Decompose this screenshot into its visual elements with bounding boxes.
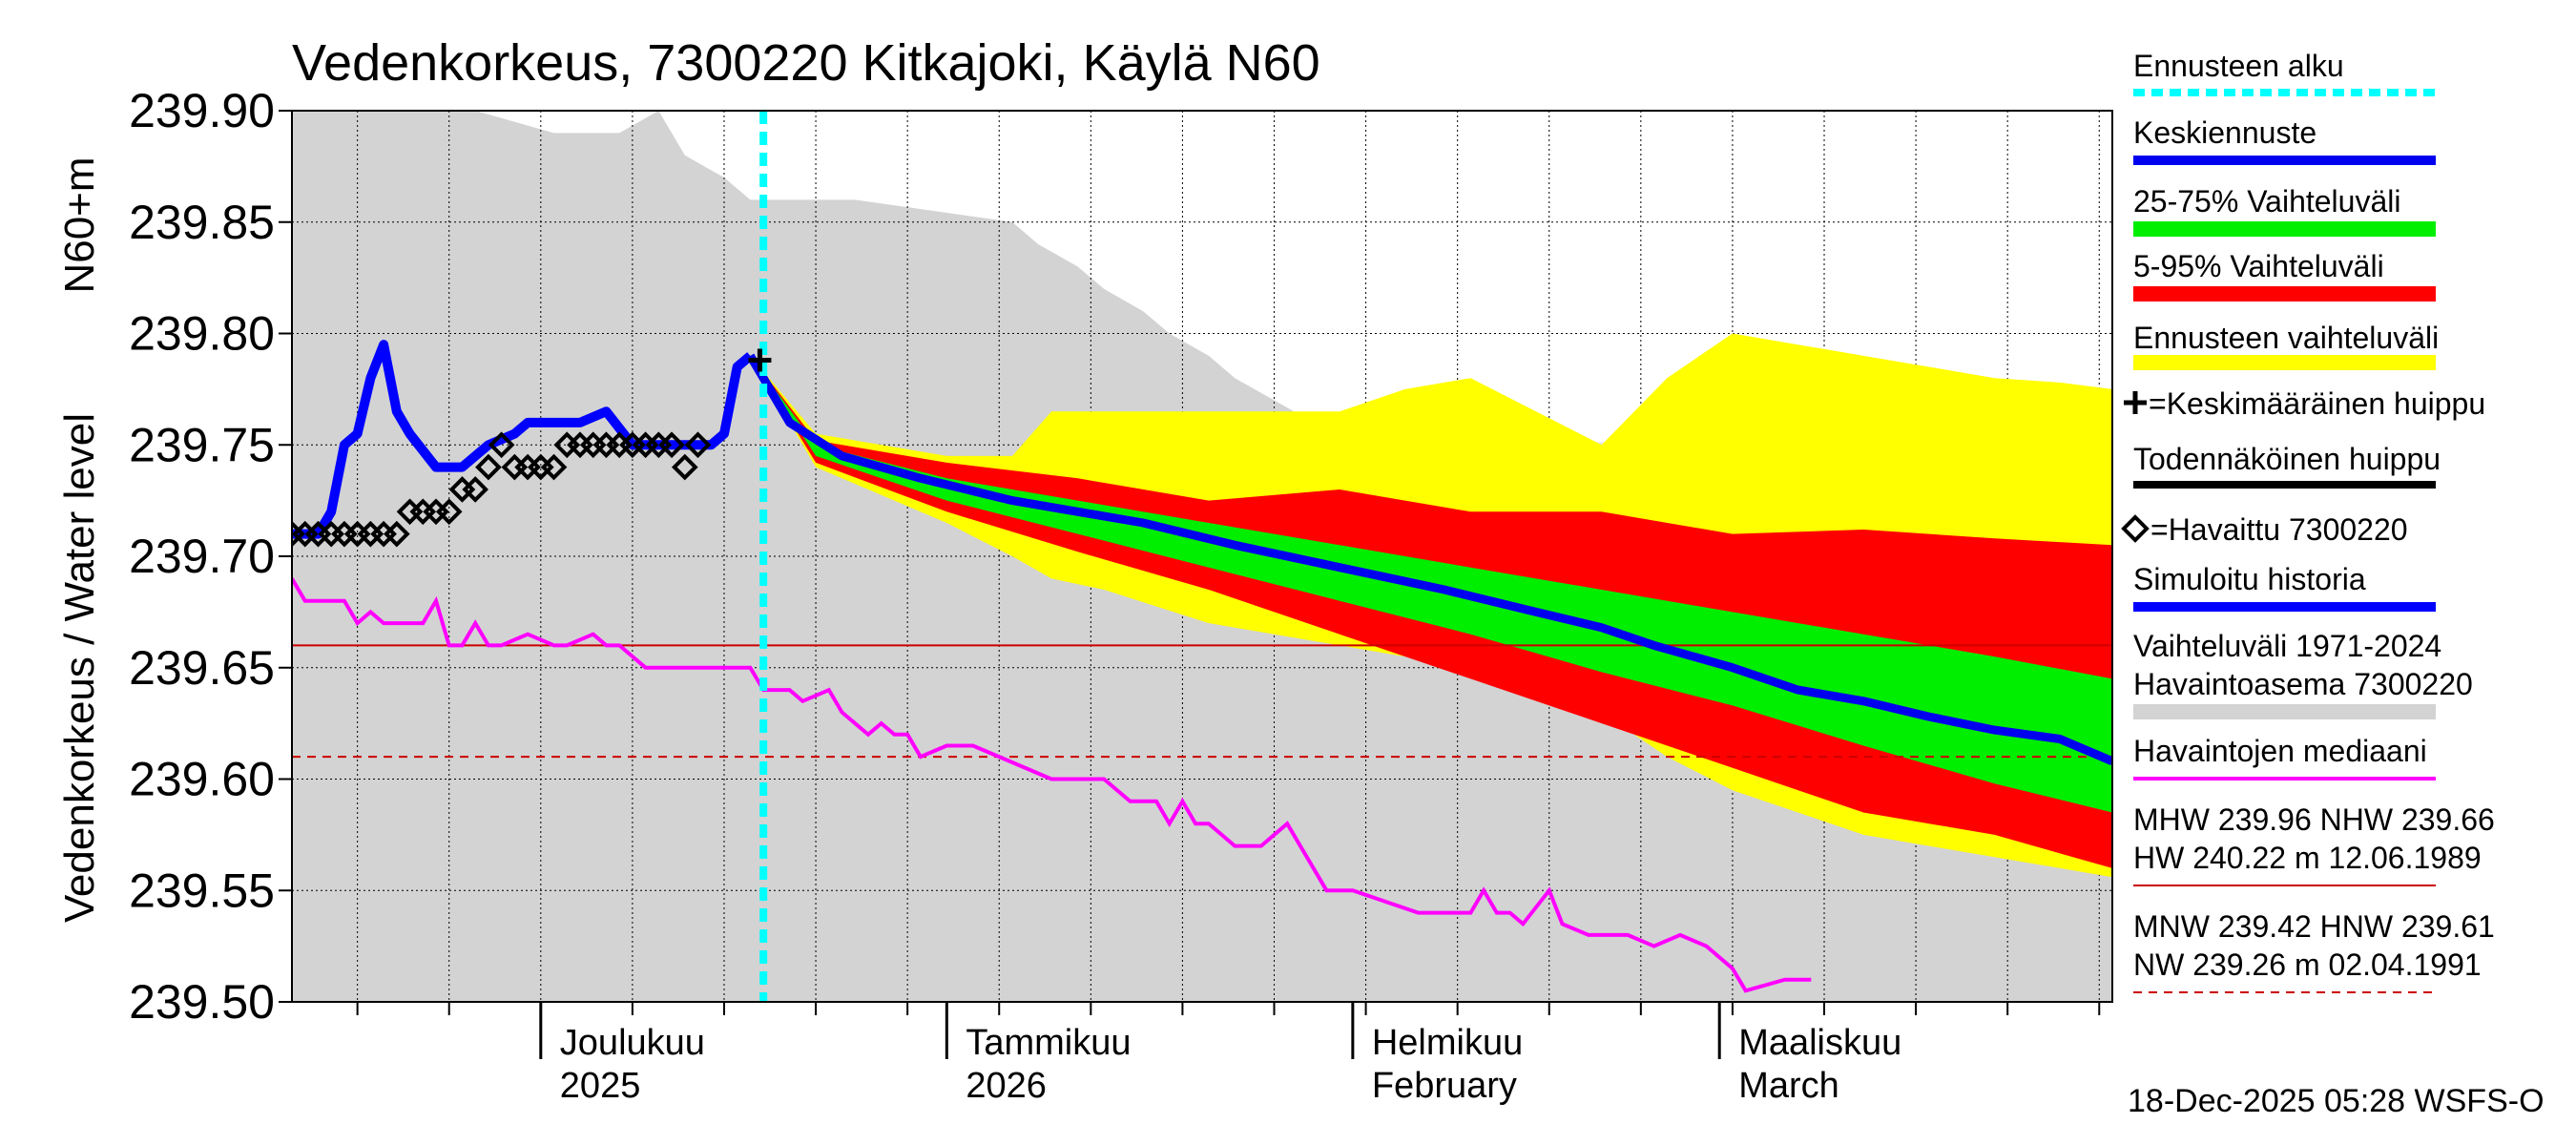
x-month-label: Tammikuu bbox=[966, 1023, 1131, 1063]
legend-band-25-75-label: 25-75% Vaihteluväli bbox=[2133, 184, 2400, 219]
axes: 239.90 239.85 239.80 239.75 239.70 239.65 239.… bbox=[129, 84, 2113, 1106]
y-tick-label: 239.50 bbox=[129, 975, 275, 1029]
plot-area bbox=[292, 111, 2112, 1002]
y-tick-label: 239.80 bbox=[129, 307, 275, 361]
y-tick-label: 239.90 bbox=[129, 84, 275, 137]
x-month-label: Helmikuu bbox=[1372, 1023, 1523, 1063]
observed-point bbox=[462, 476, 489, 503]
x-year-label: February bbox=[1372, 1066, 1517, 1106]
legend-simulated-label: Simuloitu historia bbox=[2133, 562, 2366, 596]
legend-observed-label: =Havaittu 7300220 bbox=[2150, 512, 2408, 547]
legend-stats-2a: MNW 239.42 HNW 239.61 bbox=[2133, 909, 2495, 944]
legend-range-label-2: Havaintoasema 7300220 bbox=[2133, 667, 2473, 701]
observed-point bbox=[540, 453, 568, 481]
y-tick-label: 239.60 bbox=[129, 753, 275, 806]
legend-mean-peak-label: =Keskimääräinen huippu bbox=[2149, 386, 2485, 421]
y-axis-label: Vedenkorkeus / Water level bbox=[56, 413, 103, 923]
x-year-label: March bbox=[1738, 1066, 1839, 1106]
y-tick-label: 239.70 bbox=[129, 530, 275, 583]
legend-mean-peak-icon bbox=[2124, 391, 2147, 414]
y-tick-label: 239.65 bbox=[129, 641, 275, 695]
legend-stats-2b: NW 239.26 m 02.04.1991 bbox=[2133, 947, 2482, 982]
chart-title: Vedenkorkeus, 7300220 Kitkajoki, Käylä N… bbox=[292, 34, 1320, 92]
x-month-label: Maaliskuu bbox=[1738, 1023, 1901, 1063]
legend-observed-icon bbox=[2121, 514, 2150, 543]
legend-probable-peak-label: Todennäköinen huippu bbox=[2133, 442, 2441, 476]
legend-stats-1a: MHW 239.96 NHW 239.66 bbox=[2133, 802, 2495, 837]
observed-point bbox=[435, 498, 463, 526]
x-month-label: Joulukuu bbox=[560, 1023, 705, 1063]
observed-point bbox=[475, 453, 502, 481]
observed-point bbox=[383, 520, 410, 548]
legend-forecast-range-label: Ennusteen vaihteluväli bbox=[2133, 321, 2439, 355]
y-axis-unit: N60+m bbox=[56, 156, 103, 293]
x-year-label: 2025 bbox=[560, 1066, 641, 1106]
legend-band-5-95-label: 5-95% Vaihteluväli bbox=[2133, 249, 2384, 283]
legend-stats-1b: HW 240.22 m 12.06.1989 bbox=[2133, 841, 2482, 875]
legend-mean-forecast-label: Keskiennuste bbox=[2133, 115, 2316, 150]
mean-forecast-line bbox=[746, 353, 2112, 765]
observed-point bbox=[658, 431, 685, 459]
legend-median-label: Havaintojen mediaani bbox=[2133, 734, 2427, 768]
y-tick-label: 239.75 bbox=[129, 418, 275, 471]
legend-range-label-1: Vaihteluväli 1971-2024 bbox=[2133, 629, 2441, 663]
y-tick-label: 239.55 bbox=[129, 864, 275, 917]
plot-layers bbox=[292, 111, 2112, 1002]
mean-peak-marker bbox=[748, 348, 772, 372]
observed-point bbox=[671, 453, 698, 481]
y-tick-label: 239.85 bbox=[129, 196, 275, 249]
footer-timestamp: 18-Dec-2025 05:28 WSFS-O bbox=[2128, 1083, 2545, 1119]
median-line bbox=[292, 577, 1812, 993]
observed-point bbox=[684, 431, 712, 459]
x-year-label: 2026 bbox=[966, 1066, 1047, 1106]
observed-point bbox=[488, 431, 515, 459]
legend-forecast-start-label: Ennusteen alku bbox=[2133, 49, 2344, 83]
legend: Ennusteen alku Keskiennuste 25-75% Vaihtel… bbox=[2121, 49, 2495, 993]
